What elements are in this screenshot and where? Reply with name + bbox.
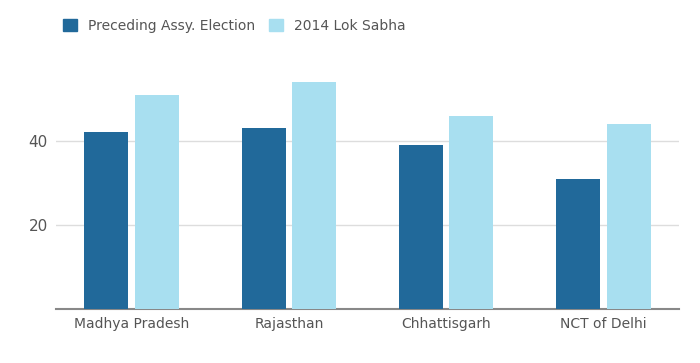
Bar [556, 179, 601, 309]
Legend: Preceding Assy. Election, 2014 Lok Sabha: Preceding Assy. Election, 2014 Lok Sabha [63, 19, 405, 33]
Bar [84, 132, 128, 309]
Bar [399, 145, 443, 309]
Bar [134, 95, 178, 309]
Bar [607, 124, 651, 309]
Bar [449, 116, 494, 309]
Bar [241, 128, 286, 309]
Bar [292, 82, 336, 309]
